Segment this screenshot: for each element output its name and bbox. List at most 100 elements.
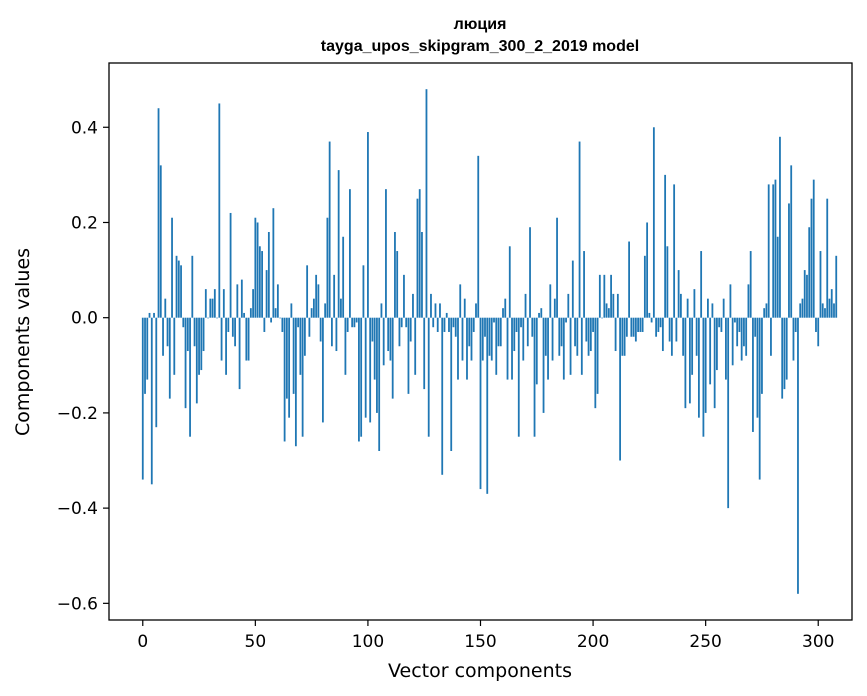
bar (373, 317, 376, 380)
bar (353, 317, 356, 328)
bar (182, 317, 185, 328)
bar (556, 217, 558, 318)
bar (614, 317, 617, 352)
bar (267, 232, 270, 318)
bar (565, 317, 567, 323)
bar (236, 284, 239, 318)
bar (333, 274, 336, 318)
bar (281, 317, 284, 332)
bar (385, 189, 387, 318)
bar (702, 317, 705, 437)
bar (743, 317, 745, 347)
bar (553, 298, 556, 318)
bar (542, 317, 545, 413)
bar (826, 198, 829, 318)
bar (466, 317, 468, 380)
bar (758, 317, 761, 480)
bar (394, 232, 396, 318)
bar (578, 141, 581, 318)
bar (324, 303, 327, 318)
y-tick-label: −0.4 (57, 499, 98, 519)
y-tick-label: 0.0 (71, 309, 98, 329)
bar (427, 317, 430, 437)
bar (639, 317, 642, 332)
bar (285, 317, 288, 399)
bar (171, 217, 173, 318)
bar (249, 308, 252, 318)
bar (481, 317, 484, 361)
bar (668, 317, 671, 342)
bar (391, 317, 394, 399)
bar (432, 317, 435, 328)
bar (290, 303, 293, 318)
bar (598, 274, 601, 318)
bar (688, 317, 691, 404)
bar (470, 317, 473, 361)
bar (270, 317, 273, 323)
bar (272, 208, 275, 318)
bar (349, 189, 351, 318)
bar (367, 132, 369, 318)
bar (722, 298, 725, 318)
bar (819, 251, 822, 318)
bar (833, 303, 835, 318)
bar (646, 222, 649, 318)
bar (718, 317, 721, 328)
y-tick-label: 0.2 (71, 213, 98, 233)
bar (258, 246, 261, 318)
bar (454, 317, 457, 337)
bar (378, 317, 381, 451)
bar (781, 317, 784, 399)
bar (166, 317, 169, 347)
bar (657, 317, 660, 332)
bar (434, 303, 437, 318)
bar (274, 308, 277, 318)
bar (637, 317, 640, 332)
bar (243, 312, 245, 318)
bar (369, 317, 372, 423)
bar (202, 317, 205, 352)
bar (403, 274, 405, 318)
bar (526, 317, 529, 347)
bar (535, 317, 538, 385)
bar (788, 203, 790, 318)
bar (675, 317, 678, 342)
bar (749, 251, 752, 318)
bar (747, 284, 750, 318)
bar (797, 317, 799, 594)
bar (153, 312, 155, 318)
x-tick-label: 150 (464, 632, 496, 652)
bar (583, 251, 585, 318)
bar (193, 317, 196, 347)
bar (180, 265, 182, 318)
bar (252, 289, 254, 318)
bar (569, 317, 572, 375)
bar (522, 317, 525, 361)
bar (774, 179, 777, 318)
bar (200, 317, 203, 371)
bar (330, 317, 333, 347)
bar (643, 255, 646, 318)
bar (761, 317, 763, 394)
bar (283, 317, 286, 442)
bar (362, 265, 365, 318)
x-axis-ticks: 0 50 100 150 200 250 300 (137, 620, 834, 652)
bar (450, 317, 453, 451)
bar (234, 317, 236, 347)
bar (376, 317, 378, 413)
bar (812, 179, 815, 318)
bar (168, 317, 171, 399)
bar (830, 289, 833, 318)
bar (412, 293, 414, 318)
bar (328, 141, 331, 318)
bar (808, 227, 811, 318)
bar (150, 317, 153, 485)
bar (213, 289, 216, 318)
bar (493, 317, 495, 323)
bar (459, 284, 462, 318)
bar (425, 89, 428, 318)
bar (801, 298, 804, 318)
bar (441, 317, 444, 475)
bar (340, 298, 342, 318)
